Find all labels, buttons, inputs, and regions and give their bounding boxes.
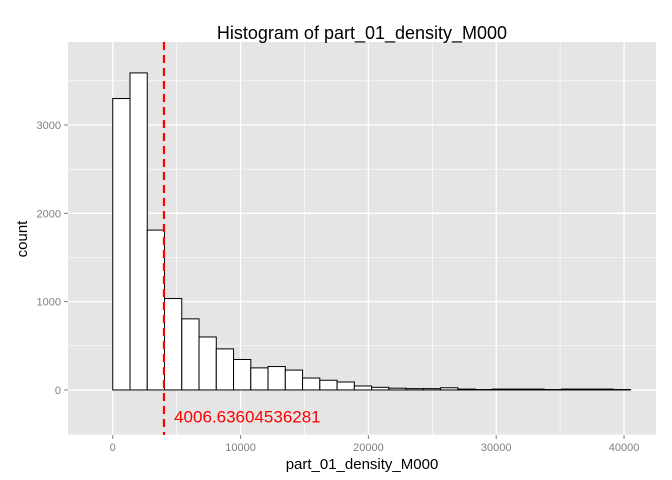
x-tick-label: 40000 <box>609 442 640 454</box>
histogram-bar <box>284 369 304 391</box>
x-tick-label: 20000 <box>353 442 384 454</box>
histogram-bar <box>198 336 217 391</box>
histogram-bar <box>129 72 148 391</box>
histogram-bar <box>336 381 355 391</box>
histogram-bar <box>353 385 373 391</box>
x-tick-label: 30000 <box>481 442 512 454</box>
histogram-bar <box>560 388 580 391</box>
x-axis: 0 10000 20000 30000 40000 <box>110 435 640 454</box>
x-axis-title: part_01_density_M000 <box>286 456 439 473</box>
histogram-bar <box>526 388 545 391</box>
y-axis: 0 1000 2000 3000 <box>37 120 68 397</box>
histogram-bar <box>250 367 269 391</box>
y-tick-label: 1000 <box>37 297 61 309</box>
y-tick-label: 3000 <box>37 120 61 132</box>
annotation-label: 4006.63604536281 <box>174 407 321 426</box>
histogram-bar <box>233 358 252 391</box>
y-tick-label: 0 <box>55 385 61 397</box>
grid-minor <box>68 42 656 435</box>
histogram-bar <box>302 377 321 391</box>
histogram-bar <box>215 348 235 391</box>
histogram-bar <box>181 318 200 391</box>
y-tick-label: 2000 <box>37 208 61 220</box>
histogram-bar <box>388 387 407 391</box>
x-tick-label: 10000 <box>225 442 256 454</box>
histogram-bar <box>578 388 597 391</box>
histogram-bar <box>371 386 390 391</box>
histogram-bar <box>405 388 424 391</box>
histogram-bar <box>112 98 131 391</box>
y-axis-title: count <box>14 220 31 258</box>
bars <box>112 72 631 391</box>
histogram-bar <box>164 298 183 391</box>
histogram-bar <box>267 366 286 391</box>
histogram-bar <box>146 229 166 391</box>
histogram-bar <box>440 387 459 391</box>
histogram-bar <box>457 388 476 391</box>
x-tick-label: 0 <box>110 442 116 454</box>
histogram-bar <box>319 379 338 391</box>
histogram-bar <box>595 388 614 391</box>
chart-title: Histogram of part_01_density_M000 <box>217 23 507 44</box>
histogram-bar <box>509 388 528 391</box>
histogram-bar <box>422 388 442 391</box>
histogram-bar <box>491 388 511 391</box>
